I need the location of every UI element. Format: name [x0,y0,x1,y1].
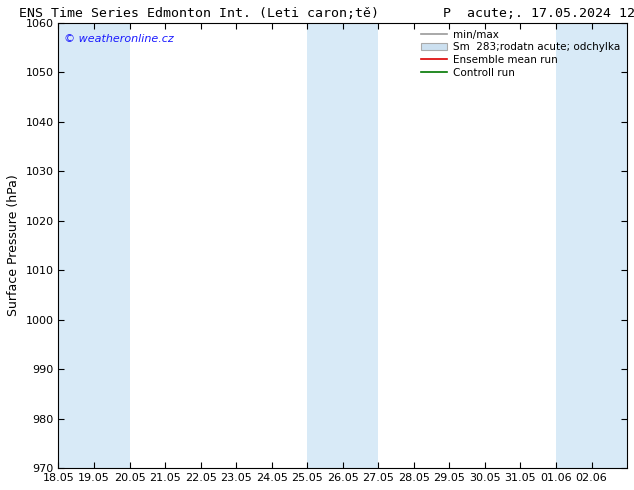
Text: © weatheronline.cz: © weatheronline.cz [64,34,174,44]
Title: ENS Time Series Edmonton Int. (Leti caron;tě)        P  acute;. 17.05.2024 12 UT: ENS Time Series Edmonton Int. (Leti caro… [19,7,634,20]
Bar [307,23,343,468]
Bar [94,23,129,468]
Y-axis label: Surface Pressure (hPa): Surface Pressure (hPa) [7,174,20,316]
Bar [556,23,592,468]
Bar [343,23,378,468]
Bar [592,23,627,468]
Bar [58,23,94,468]
Legend: min/max, Sm  283;rodatn acute; odchylka, Ensemble mean run, Controll run: min/max, Sm 283;rodatn acute; odchylka, … [419,28,622,80]
